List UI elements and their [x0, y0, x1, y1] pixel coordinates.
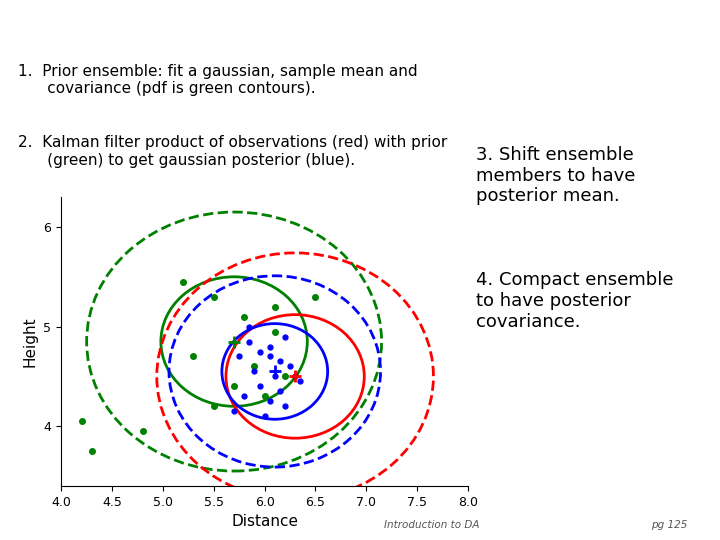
Text: pg 125: pg 125 [652, 520, 688, 530]
Text: 4. Compact ensemble
to have posterior
covariance.: 4. Compact ensemble to have posterior co… [477, 271, 674, 331]
Text: 3. Shift ensemble
members to have
posterior mean.: 3. Shift ensemble members to have poster… [477, 146, 636, 205]
Text: 2.  Kalman filter product of observations (red) with prior
      (green) to get : 2. Kalman filter product of observations… [18, 136, 447, 168]
Text: 1.  Prior ensemble: fit a gaussian, sample mean and
      covariance (pdf is gre: 1. Prior ensemble: fit a gaussian, sampl… [18, 64, 418, 96]
Text: Introduction to DA: Introduction to DA [384, 520, 480, 530]
Y-axis label: Height: Height [23, 316, 38, 367]
X-axis label: Distance: Distance [231, 514, 298, 529]
Text: Methods: Ensemble Kalman Filter: Methods: Ensemble Kalman Filter [174, 18, 546, 38]
